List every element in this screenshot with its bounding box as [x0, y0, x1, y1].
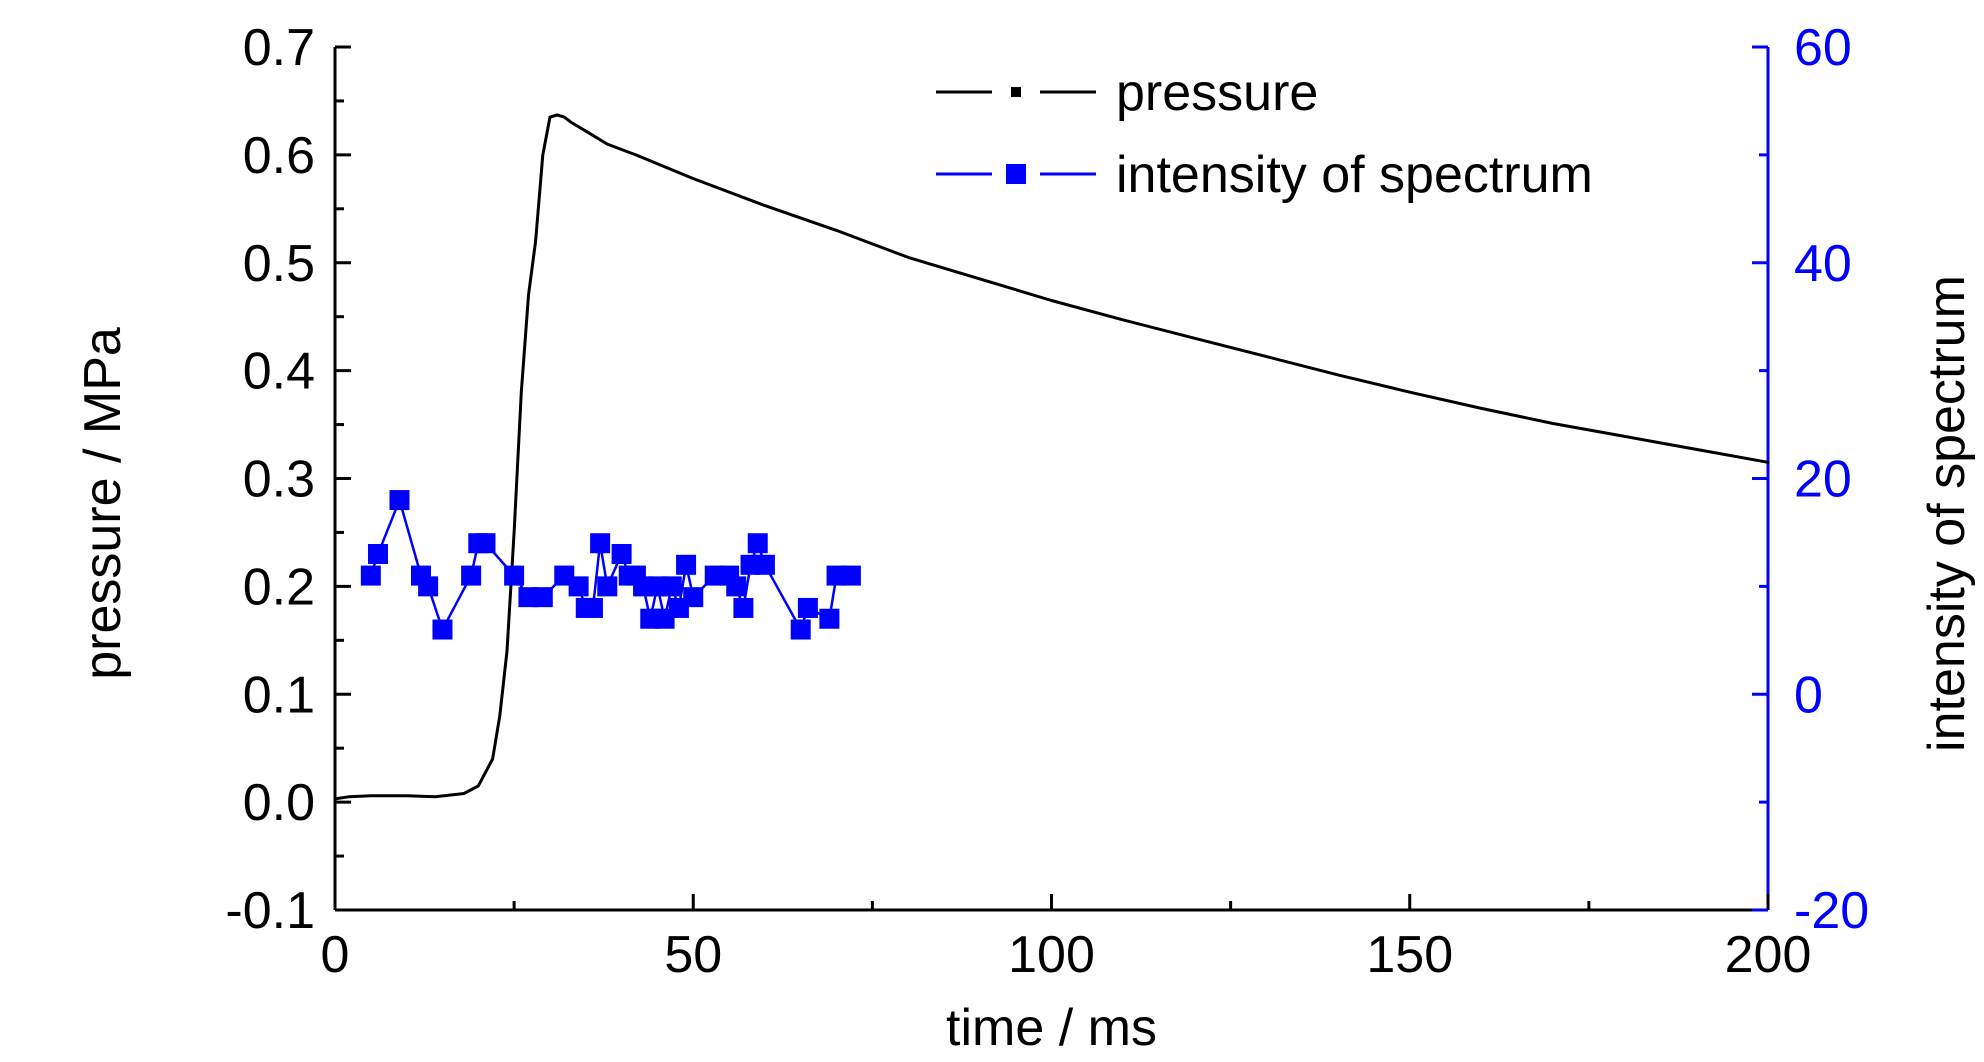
y-tick-label-left: 0.5: [243, 235, 315, 293]
legend-marker-intensity: [1006, 164, 1026, 184]
data-point-intensity: [797, 597, 818, 618]
series-line-intensity: [369, 498, 853, 631]
x-axis-title: time / ms: [946, 999, 1157, 1057]
y-tick-label-left: 0.3: [243, 451, 315, 509]
data-point-intensity: [683, 587, 704, 608]
series-layer: [333, 113, 1770, 801]
data-point-intensity: [726, 576, 747, 597]
data-point-intensity: [676, 554, 697, 575]
y-axis-left-title: pressure / MPa: [74, 327, 132, 680]
data-point-intensity: [360, 565, 381, 586]
data-point-intensity: [819, 608, 840, 629]
y-tick-label-left: 0.4: [243, 343, 315, 401]
legend-label-intensity: intensity of spectrum: [1116, 146, 1593, 204]
x-tick-label: 50: [664, 926, 722, 984]
legend-marker-pressure: [1011, 87, 1021, 97]
data-point-intensity: [475, 533, 496, 554]
data-point-intensity: [611, 544, 632, 565]
data-point-intensity: [733, 597, 754, 618]
data-point-intensity: [504, 565, 525, 586]
series-line-pressure: [333, 113, 1770, 801]
x-tick-label: 200: [1725, 926, 1812, 984]
y-tick-label-right: 60: [1794, 19, 1852, 77]
x-tick-label: 100: [1008, 926, 1095, 984]
y-tick-label-right: -20: [1794, 882, 1869, 940]
data-point-intensity: [754, 554, 775, 575]
data-point-intensity: [432, 619, 453, 640]
y-tick-label-right: 40: [1794, 235, 1852, 293]
legend: pressure intensity of spectrum: [936, 64, 1593, 204]
data-point-intensity: [590, 533, 611, 554]
y-tick-label-left: 0.2: [243, 558, 315, 616]
data-point-intensity: [597, 576, 618, 597]
axes-layer: 0 50 100 150 200-0.10.00.10.20.30.40.50.60.7…: [225, 19, 1869, 984]
data-point-intensity: [661, 576, 682, 597]
data-point-intensity: [389, 490, 410, 511]
x-tick-label: 150: [1366, 926, 1453, 984]
data-point-intensity: [790, 619, 811, 640]
data-point-intensity: [568, 576, 589, 597]
data-point-intensity: [418, 576, 439, 597]
data-point-intensity: [840, 565, 861, 586]
x-tick-label: 0: [321, 926, 350, 984]
data-point-intensity: [367, 544, 388, 565]
y-tick-label-right: 20: [1794, 451, 1852, 509]
y-tick-label-left: -0.1: [225, 882, 315, 940]
y-tick-label-right: 0: [1794, 666, 1823, 724]
data-point-intensity: [582, 597, 603, 618]
data-point-intensity: [461, 565, 482, 586]
legend-label-pressure: pressure: [1116, 64, 1318, 122]
y-axis-right-title: intensity of spectrum: [1918, 275, 1976, 752]
y-tick-label-left: 0.1: [243, 666, 315, 724]
data-point-intensity: [532, 587, 553, 608]
y-tick-label-left: 0.0: [243, 774, 315, 832]
data-point-intensity: [747, 533, 768, 554]
y-tick-label-left: 0.7: [243, 19, 315, 77]
y-tick-label-left: 0.6: [243, 127, 315, 185]
